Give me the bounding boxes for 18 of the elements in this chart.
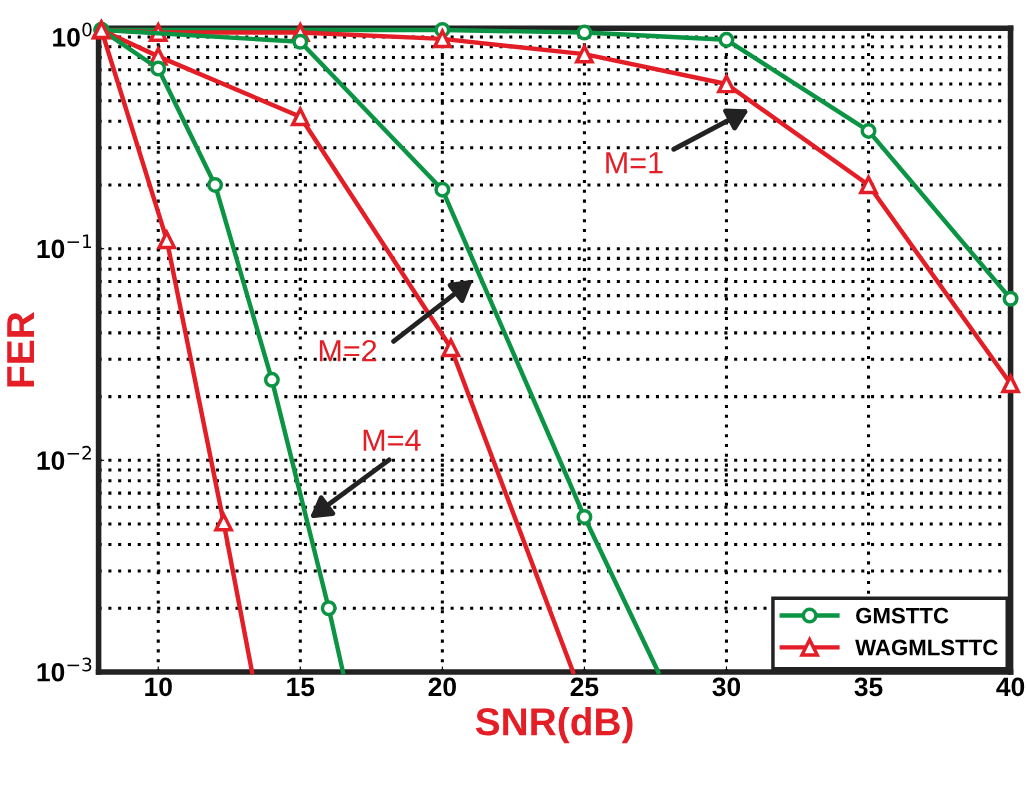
x-axis-title: SNR(dB) bbox=[475, 706, 633, 744]
x-tick-label: 35 bbox=[854, 677, 883, 697]
legend-label: WAGMLSTTC bbox=[855, 639, 998, 656]
y-tick-label: 10$^{−1}$ bbox=[37, 234, 92, 259]
x-tick-label: 10 bbox=[145, 677, 172, 697]
x-tick-label: 30 bbox=[712, 677, 741, 697]
x-tick-label: 20 bbox=[428, 677, 456, 697]
y-tick-label: 10$^{−3}$ bbox=[37, 657, 92, 682]
x-tick-label: 25 bbox=[570, 677, 599, 697]
y-tick-label: 10$^{0}$ bbox=[53, 22, 92, 47]
y-axis-title: FER bbox=[7, 312, 34, 387]
legend-label: GMSTTC bbox=[856, 607, 949, 624]
x-tick-label: 15 bbox=[287, 677, 315, 697]
y-tick-label: 10$^{−2}$ bbox=[37, 445, 91, 470]
annotation: M=2 bbox=[319, 339, 377, 362]
annotation: M=1 bbox=[606, 152, 663, 174]
annotation: M=4 bbox=[363, 429, 421, 451]
x-tick-label: 40 bbox=[996, 677, 1025, 697]
